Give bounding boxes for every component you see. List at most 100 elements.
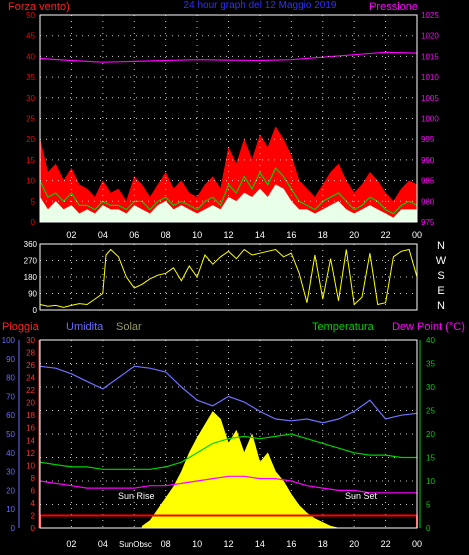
multi-x-tick-label: 16 bbox=[286, 539, 296, 549]
rain-y-tick-label: 20 bbox=[26, 399, 35, 408]
wind-x-tick-label: 02 bbox=[66, 230, 76, 240]
humidity-y-tick-label: 10 bbox=[6, 505, 15, 514]
multi-x-tick-label: 20 bbox=[349, 539, 359, 549]
compass-w: W bbox=[436, 255, 447, 267]
multi-x-tick-label: 04 bbox=[98, 539, 108, 549]
wind-x-tick-label: 18 bbox=[318, 230, 328, 240]
wind-y-tick-label: 35 bbox=[26, 73, 35, 82]
rain-label: Pioggia bbox=[2, 321, 40, 333]
wind-x-tick-label: 00 bbox=[412, 230, 422, 240]
multi-x-tick-label: 12 bbox=[223, 539, 233, 549]
wind-x-tick-label: 10 bbox=[192, 230, 202, 240]
pressure-y-tick-label: 1020 bbox=[421, 32, 439, 41]
multi-x-tick-label: 02 bbox=[66, 539, 76, 549]
direction-frame bbox=[39, 243, 418, 311]
wind-y-tick-label: 45 bbox=[26, 32, 35, 41]
sunrise-label: Sun Rise bbox=[118, 491, 155, 501]
temp-y-tick-label: 0 bbox=[426, 524, 431, 533]
direction-y-tick-label: 180 bbox=[24, 273, 38, 282]
wind-y-tick-label: 5 bbox=[31, 197, 36, 206]
rain-y-tick-label: 22 bbox=[26, 386, 35, 395]
humidity-y-tick-label: 50 bbox=[6, 430, 15, 439]
direction-y-tick-label: 360 bbox=[24, 240, 38, 249]
humidity-y-tick-label: 30 bbox=[6, 468, 15, 477]
wind-x-tick-label: 16 bbox=[286, 230, 296, 240]
pressure-y-tick-label: 1025 bbox=[421, 11, 439, 20]
temp-y-tick-label: 5 bbox=[426, 501, 431, 510]
rain-y-tick-label: 4 bbox=[31, 499, 36, 508]
wind-x-tick-label: 22 bbox=[381, 230, 391, 240]
rain-y-tick-label: 26 bbox=[26, 361, 35, 370]
wind-y-tick-label: 50 bbox=[26, 11, 35, 20]
compass-s: S bbox=[437, 270, 444, 282]
direction-y-tick-label: 0 bbox=[33, 306, 38, 315]
pressure-y-tick-label: 995 bbox=[421, 135, 435, 144]
pressure-label: Pressione bbox=[369, 1, 418, 13]
rain-y-tick-label: 0 bbox=[31, 524, 36, 533]
multi-x-tick-label: 22 bbox=[381, 539, 391, 549]
wind-label: Forza vento) bbox=[8, 1, 70, 13]
wind-x-tick-label: 08 bbox=[161, 230, 171, 240]
direction-y-tick-label: 270 bbox=[24, 257, 38, 266]
multi-x-tick-label: 08 bbox=[161, 539, 171, 549]
wind-direction-line bbox=[39, 248, 418, 308]
pressure-y-tick-label: 1000 bbox=[421, 115, 439, 124]
direction-y-tick-label: 90 bbox=[28, 290, 37, 299]
dewpoint-label: Dew Point (°C) bbox=[392, 321, 465, 333]
wind-x-tick-label: 12 bbox=[223, 230, 233, 240]
wind-direction-panel: 0 90 180 270 360 bbox=[24, 240, 418, 315]
pressure-line bbox=[39, 51, 418, 63]
temp-y-tick-label: 15 bbox=[426, 454, 435, 463]
rain-y-tick-label: 28 bbox=[26, 349, 35, 358]
multi-x-tick-label: 10 bbox=[192, 539, 202, 549]
wind-y-tick-label: 20 bbox=[26, 135, 35, 144]
temp-y-tick-label: 35 bbox=[426, 360, 435, 369]
rain-y-tick-label: 10 bbox=[26, 461, 35, 470]
wind-x-tick-label: 20 bbox=[349, 230, 359, 240]
wind-x-tick-label: 04 bbox=[98, 230, 108, 240]
wind-x-tick-label: 06 bbox=[129, 230, 139, 240]
wind-y-tick-label: 25 bbox=[26, 115, 35, 124]
humidity-y-tick-label: 70 bbox=[6, 392, 15, 401]
humidity-y-tick-label: 40 bbox=[6, 449, 15, 458]
rain-y-tick-label: 18 bbox=[26, 411, 35, 420]
sunset-label: Sun Set bbox=[345, 491, 378, 501]
wind-y-tick-label: 10 bbox=[26, 177, 35, 186]
solar-label: Solar bbox=[116, 321, 142, 333]
humidity-y-tick-label: 0 bbox=[11, 524, 16, 533]
pressure-y-tick-label: 1005 bbox=[421, 94, 439, 103]
wind-y-tick-label: 40 bbox=[26, 52, 35, 61]
temp-y-tick-label: 10 bbox=[426, 477, 435, 486]
multi-x-tick-label: 14 bbox=[255, 539, 265, 549]
humidity-y-tick-label: 100 bbox=[2, 336, 16, 345]
wind-speed-area bbox=[39, 184, 418, 223]
rain-y-tick-label: 8 bbox=[31, 474, 36, 483]
rain-y-tick-label: 24 bbox=[26, 374, 35, 383]
wind-frame bbox=[39, 14, 418, 223]
rain-y-tick-label: 30 bbox=[26, 336, 35, 345]
compass-e: E bbox=[437, 285, 444, 297]
wind-pressure-panel: 0510152025303540455097598098599099510001… bbox=[26, 11, 439, 240]
humidity-y-tick-label: 90 bbox=[6, 355, 15, 364]
humidity-line bbox=[39, 365, 418, 424]
humidity-y-tick-label: 60 bbox=[6, 411, 15, 420]
compass-n-bottom: N bbox=[437, 300, 445, 312]
compass-n-top: N bbox=[437, 240, 445, 252]
solar-area bbox=[141, 411, 339, 529]
wind-gust-area bbox=[39, 126, 418, 223]
pressure-y-tick-label: 980 bbox=[421, 197, 435, 206]
humidity-y-tick-label: 20 bbox=[6, 486, 15, 495]
humidity-label: Umidita bbox=[66, 321, 104, 333]
rain-y-tick-label: 16 bbox=[26, 424, 35, 433]
pressure-y-tick-label: 975 bbox=[421, 218, 435, 227]
pressure-y-tick-label: 990 bbox=[421, 156, 435, 165]
dewpoint-line bbox=[39, 475, 417, 494]
temp-y-tick-label: 40 bbox=[426, 336, 435, 345]
sunobsc-label: SunObsc bbox=[119, 540, 152, 549]
wind-x-tick-label: 14 bbox=[255, 230, 265, 240]
wind-y-tick-label: 0 bbox=[31, 218, 36, 227]
pressure-y-tick-label: 1015 bbox=[421, 52, 439, 61]
wind-y-tick-label: 30 bbox=[26, 94, 35, 103]
humidity-y-tick-label: 80 bbox=[6, 374, 15, 383]
